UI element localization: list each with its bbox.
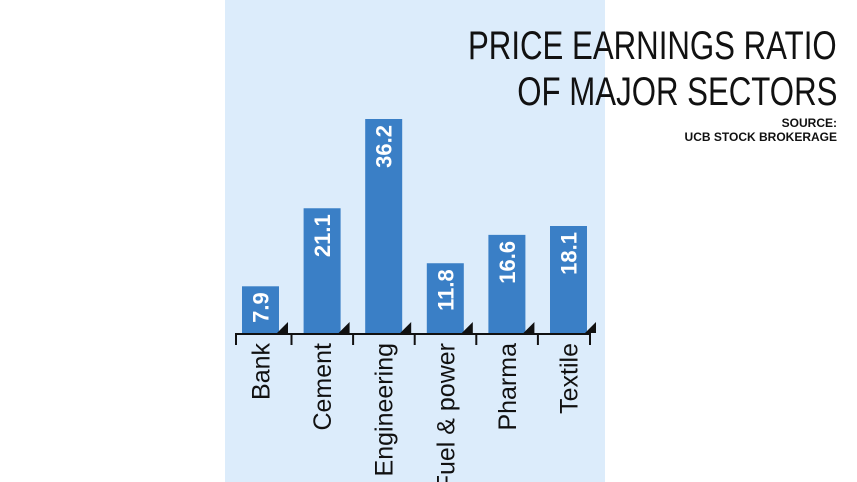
bar-bank bbox=[242, 286, 279, 333]
category-label: Engineering bbox=[371, 343, 399, 476]
value-label: 11.8 bbox=[433, 269, 458, 311]
bar-cement bbox=[303, 208, 341, 333]
source-name: UCB STOCK BROKERAGE bbox=[684, 130, 837, 144]
value-label: 21.1 bbox=[310, 214, 335, 257]
category-label: Bank bbox=[248, 343, 276, 400]
chart-panel bbox=[225, 0, 605, 482]
value-label: 7.9 bbox=[249, 292, 274, 323]
bar-fuel-power bbox=[426, 263, 464, 333]
value-label: 36.2 bbox=[372, 125, 397, 168]
bar-shadow-1 bbox=[338, 322, 350, 333]
source-label: SOURCE: bbox=[781, 116, 837, 130]
bar-shadow-0 bbox=[277, 322, 288, 333]
category-label: Pharma bbox=[494, 343, 522, 431]
value-label: 16.6 bbox=[495, 241, 520, 284]
bar-pharma bbox=[488, 234, 526, 333]
category-label: Fuel & power bbox=[432, 343, 460, 482]
bar-shadow-4 bbox=[523, 322, 535, 333]
bar-shadow-2 bbox=[400, 322, 412, 333]
bar-engineering bbox=[365, 119, 403, 333]
bar-shadow-3 bbox=[461, 322, 473, 333]
category-label: Cement bbox=[309, 343, 337, 431]
value-label: 18.1 bbox=[557, 232, 582, 275]
bar-shadow-5 bbox=[585, 322, 596, 333]
category-label: Textile bbox=[556, 343, 584, 414]
chart-title-line-1: PRICE EARNINGS RATIO bbox=[468, 24, 837, 68]
bar-textile bbox=[550, 226, 587, 333]
chart-title-line-2: OF MAJOR SECTORS bbox=[516, 70, 837, 114]
